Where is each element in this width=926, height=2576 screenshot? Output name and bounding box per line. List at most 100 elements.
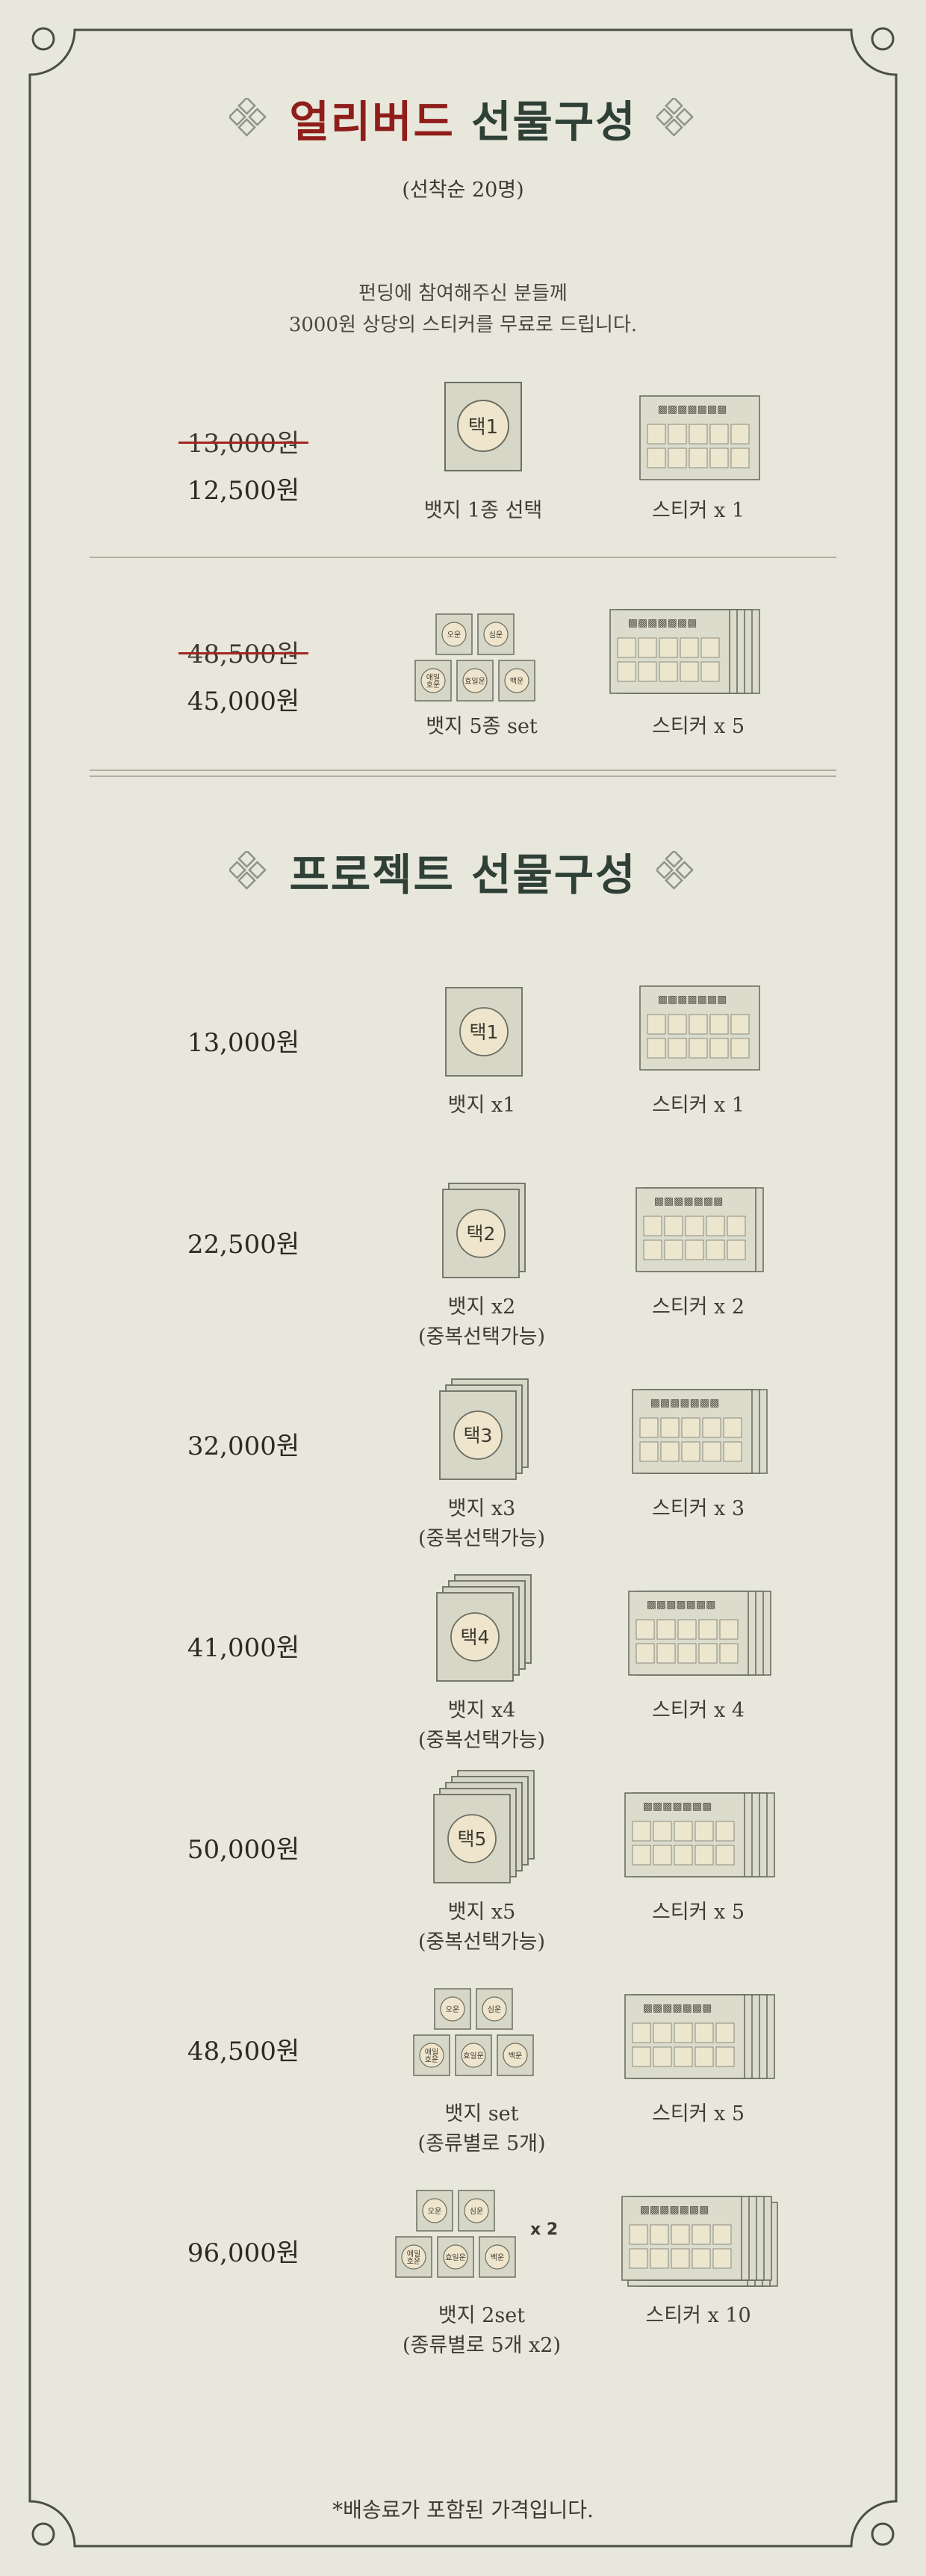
badge-graphic: 오운 심운 애일 호운 효일운 백운 [394, 2189, 521, 2285]
svg-text:택4: 택4 [461, 1626, 490, 1648]
old-price: 48,500원 [178, 634, 309, 670]
badge-graphic: 택5 [432, 1769, 535, 1887]
sticker-caption: 스티커 x 4 [651, 1699, 745, 1722]
sticker-sheet-icon: ▩▩▩▩▩▩▩ [632, 1389, 768, 1474]
badge-card-icon: 택2 [442, 1183, 526, 1278]
badge-graphic: 택1 [444, 986, 523, 1080]
earlybird-price-2: 48,500원 45,000원 [146, 634, 341, 717]
sticker-stack: ▩▩▩▩▩▩▩ [621, 2195, 779, 2291]
sticker-caption: 스티커 x 5 [651, 715, 745, 738]
sticker-sheet-icon: ▩▩▩▩▩▩▩ [624, 1994, 775, 2079]
svg-text:심운: 심운 [488, 2005, 501, 2014]
diamond-ornament-icon [229, 851, 267, 890]
sticker-sheet-title-mark: ▩▩▩▩▩▩▩ [647, 1599, 716, 1611]
badge-card-icon: 택4 [436, 1574, 532, 1682]
badge-mini: 효일운 [437, 2236, 474, 2278]
diamond-ornament-icon [229, 98, 267, 137]
svg-text:택1: 택1 [470, 1021, 499, 1043]
divider-double [90, 770, 836, 777]
sticker-caption: 스티커 x 3 [651, 1497, 745, 1520]
badge-note: (종류별로 5개 x2) [402, 2334, 562, 2357]
sticker-caption: 스티커 x 5 [651, 2102, 745, 2125]
sticker-sheet-icon: ▩▩▩▩▩▩▩ [609, 609, 760, 694]
sticker-sheet-icon: ▩▩▩▩▩▩▩ [624, 1792, 775, 1877]
badge-mini: 심운 [477, 613, 515, 655]
sticker-sheet-title-mark: ▩▩▩▩▩▩▩ [628, 617, 697, 629]
sticker-stack: ▩▩▩▩▩▩▩ [638, 985, 761, 1074]
sticker-stack-5: ▩▩▩▩▩▩▩ [609, 608, 761, 698]
badge-note: (중복선택가능) [417, 1931, 546, 1954]
sticker-caption: 스티커 x 1 [651, 499, 745, 522]
badge-mini: 효일운 [455, 2034, 492, 2076]
intro-line-2: 3000원 상당의 스티커를 무료로 드립니다. [288, 314, 638, 336]
corner-circle-icon [871, 27, 895, 51]
corner-circle-icon [31, 2522, 55, 2546]
badge-caption: 뱃지 1종 선택 [423, 499, 543, 522]
badge-mini: 백운 [497, 2034, 534, 2076]
badge-caption: 뱃지 x3 (중복선택가능) [373, 1494, 590, 1554]
sticker-caption: 스티커 x 10 [645, 2304, 751, 2327]
price: 48,500원 [187, 2037, 300, 2066]
badge-card-icon: 택3 [439, 1378, 529, 1480]
svg-text:호운: 호운 [426, 681, 440, 690]
sticker-sheet-icon: ▩▩▩▩▩▩▩ [639, 985, 760, 1071]
price: 41,000원 [187, 1633, 300, 1663]
sticker-caption: 스티커 x 5 [651, 1901, 745, 1924]
price: 22,500원 [187, 1230, 300, 1260]
sale-price: 45,000원 [187, 687, 300, 716]
badge-mini: 심운 [476, 1988, 513, 2030]
svg-text:심운: 심운 [489, 631, 503, 640]
badge-caption: 뱃지 x4 (중복선택가능) [373, 1696, 590, 1756]
badge-note: (중복선택가능) [417, 1527, 546, 1550]
sticker-sheet-title-mark: ▩▩▩▩▩▩▩ [658, 403, 727, 415]
svg-text:호운: 호운 [425, 2055, 438, 2064]
svg-text:택2: 택2 [467, 1223, 496, 1245]
badge-caption: 뱃지 x1 [447, 1094, 516, 1117]
svg-text:애일: 애일 [426, 673, 440, 682]
svg-text:애일: 애일 [407, 2250, 420, 2258]
badge-note: (중복선택가능) [417, 1325, 546, 1349]
earlybird-header: 얼리버드 선물구성 [0, 87, 926, 149]
footnote: *배송료가 포함된 가격입니다. [332, 2498, 594, 2522]
sticker-sheet-icon: ▩▩▩▩▩▩▩ [639, 395, 760, 480]
earlybird-title: 얼리버드 선물구성 [289, 87, 636, 149]
svg-text:백운: 백운 [509, 2052, 522, 2061]
svg-text:오운: 오운 [446, 2005, 459, 2014]
earlybird-price-1: 13,000원 12,500원 [146, 423, 341, 507]
sticker-sheet-title-mark: ▩▩▩▩▩▩▩ [650, 1397, 720, 1409]
diamond-ornament-icon [656, 851, 694, 890]
price: 96,000원 [187, 2238, 300, 2268]
sticker-stack-1: ▩▩▩▩▩▩▩ [638, 394, 761, 484]
price: 13,000원 [187, 1028, 300, 1058]
sticker-stack: ▩▩▩▩▩▩▩ [624, 1792, 776, 1881]
intro-line-1: 펀딩에 참여해주신 분들께 [358, 282, 568, 305]
sticker-sheet-title-mark: ▩▩▩▩▩▩▩ [640, 2204, 709, 2216]
sticker-stack: ▩▩▩▩▩▩▩ [627, 1590, 772, 1679]
sticker-sheet-title-mark: ▩▩▩▩▩▩▩ [643, 1801, 712, 1812]
svg-text:효일운: 효일운 [445, 2253, 466, 2262]
sale-price: 12,500원 [187, 476, 300, 506]
earlybird-title-rest: 선물구성 [471, 96, 637, 147]
earlybird-title-red: 얼리버드 [289, 96, 455, 147]
corner-circle-icon [871, 2522, 895, 2546]
svg-text:택3: 택3 [464, 1425, 493, 1446]
corner-circle-icon [31, 27, 55, 51]
badge-note: (중복선택가능) [417, 1729, 546, 1752]
badge-set-1: 오운 심운 애일 호운 효일운 백운 [414, 613, 541, 708]
badge-caption: 뱃지 2set (종류별로 5개 x2) [373, 2301, 590, 2361]
sticker-caption: 스티커 x 1 [651, 1094, 745, 1117]
badge-mini: 오운 [435, 613, 473, 655]
badge-mini: 심운 [458, 2190, 495, 2232]
old-price: 13,000원 [178, 423, 309, 459]
svg-text:심운: 심운 [470, 2207, 483, 2216]
diamond-ornament-icon [656, 98, 694, 137]
sticker-sheet-icon: ▩▩▩▩▩▩▩ [636, 1187, 764, 1272]
price: 50,000원 [187, 1835, 300, 1865]
svg-text:효일운: 효일운 [463, 2052, 484, 2061]
